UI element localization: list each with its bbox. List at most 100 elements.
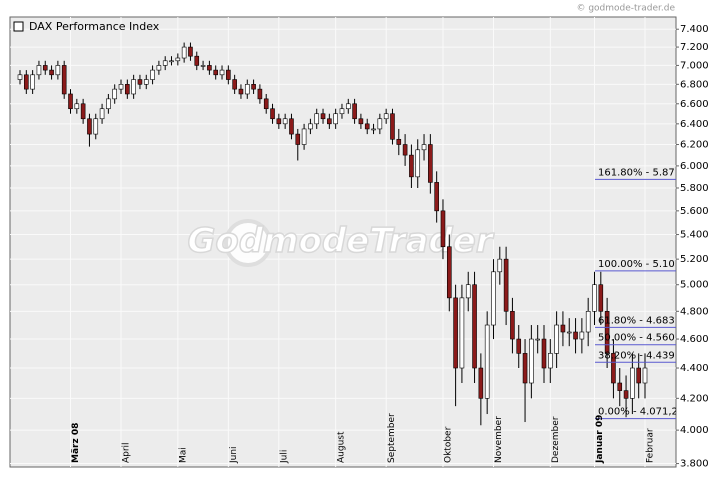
y-tick-label: 4.400 — [680, 363, 709, 374]
candle-body — [93, 118, 99, 135]
candle-body — [194, 55, 200, 66]
candle-body — [137, 79, 143, 85]
candle-body — [320, 113, 326, 120]
candle-body — [573, 331, 578, 340]
candle-body — [522, 353, 528, 384]
watermark-logo — [224, 219, 272, 267]
candle-body — [390, 113, 395, 140]
candle-body — [106, 98, 111, 110]
candle-body — [125, 84, 130, 95]
y-tick-label: 5.800 — [680, 183, 709, 194]
candle-body — [118, 84, 124, 90]
fib-label: 161.80% - 5.87 — [598, 167, 675, 178]
candle-body — [276, 118, 282, 125]
candle-body — [251, 84, 256, 90]
candle-body — [611, 353, 616, 384]
candle-body — [314, 113, 320, 125]
candle-body — [99, 108, 105, 120]
candle-body — [409, 154, 414, 178]
candle-body — [188, 46, 193, 57]
x-tick-label: Januar 09 — [595, 415, 605, 464]
candle-body — [548, 353, 553, 369]
y-tick-label: 5.400 — [680, 230, 709, 241]
candle-body — [383, 113, 389, 120]
candle-body — [282, 118, 288, 125]
candle-body — [371, 128, 376, 131]
candle-body — [87, 118, 92, 135]
y-tick-label: 7.200 — [680, 42, 709, 53]
candle-body — [181, 46, 187, 59]
y-tick-label: 6.400 — [680, 119, 709, 130]
candle-body — [238, 88, 244, 95]
candle-body — [535, 338, 540, 341]
candle-body — [541, 338, 547, 369]
x-tick-label: März 08 — [71, 423, 81, 463]
candle-body — [74, 103, 80, 110]
candle-body — [80, 103, 86, 120]
candle-body — [232, 79, 237, 90]
legend-box — [13, 21, 24, 32]
candle-body — [560, 324, 566, 333]
candle-body — [453, 297, 458, 369]
candle-body — [497, 258, 503, 273]
candle-body — [219, 69, 225, 76]
candle-body — [226, 69, 231, 80]
y-tick-label: 6.800 — [680, 79, 709, 90]
candle-body — [36, 65, 42, 76]
x-tick-label: August — [336, 431, 346, 463]
candle-body — [491, 271, 496, 326]
candle-body — [17, 74, 23, 80]
candle-body — [592, 284, 597, 312]
fib-label: 50.00% - 4.560 — [598, 333, 675, 344]
candle-body — [162, 60, 168, 66]
candle-body — [358, 118, 364, 125]
y-tick-label: 5.000 — [680, 280, 709, 291]
candle-body — [623, 390, 629, 399]
candle-body — [308, 123, 313, 130]
x-tick-label: Juni — [229, 446, 239, 464]
x-tick-label: September — [387, 413, 397, 463]
candle-body — [604, 311, 610, 354]
candle-body — [421, 144, 427, 151]
fib-label: 0.00% - 4.071,2 — [598, 407, 678, 418]
candle-body — [263, 98, 269, 110]
candle-body — [30, 74, 35, 90]
candle-body — [636, 367, 641, 384]
x-tick-label: November — [494, 416, 504, 463]
candle-body — [472, 284, 477, 369]
candle-body — [200, 65, 206, 67]
candle-body — [503, 258, 509, 312]
candle-body — [131, 79, 136, 95]
candle-body — [364, 123, 370, 130]
candle-body — [61, 65, 67, 95]
candle-body — [156, 65, 162, 71]
candle-body — [377, 118, 383, 130]
x-tick-label: Februar — [646, 428, 656, 463]
candle-body — [333, 113, 338, 125]
y-tick-label: 6.600 — [680, 99, 709, 110]
candle-body — [529, 338, 534, 384]
y-tick-label: 7.000 — [680, 60, 709, 71]
y-tick-label: 6.000 — [680, 161, 709, 172]
candle-body — [446, 246, 452, 299]
fib-label: 61.80% - 4.683 — [598, 315, 675, 326]
candle-body — [68, 93, 73, 110]
candle-body — [339, 108, 345, 115]
x-tick-label: Oktober — [444, 426, 454, 463]
candle-body — [566, 331, 572, 334]
candle-body — [598, 284, 604, 312]
candle-body — [402, 144, 408, 156]
candle-body — [257, 88, 263, 100]
y-tick-label: 5.600 — [680, 206, 709, 217]
x-tick-label: Juli — [279, 450, 289, 464]
candle-body — [440, 210, 446, 248]
y-tick-label: 7.400 — [680, 24, 709, 35]
candle-body — [554, 324, 559, 354]
y-tick-label: 4.200 — [680, 393, 709, 404]
candle-body — [270, 108, 275, 120]
candle-body — [396, 138, 402, 145]
candle-body — [143, 79, 149, 85]
candle-body — [175, 57, 181, 62]
candle-body — [510, 311, 515, 340]
